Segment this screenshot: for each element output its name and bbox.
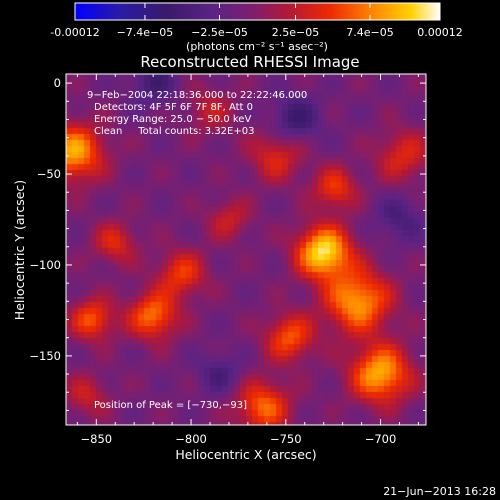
x-tick-label: −800 — [175, 432, 207, 446]
colorbar-ticks: -0.00012 −7.4e−05 −2.5e−05 2.5e−05 7.4e−05 0.… — [50, 3, 463, 39]
x-tick-label: −850 — [81, 432, 113, 446]
annotation-detectors: Detectors: 4F 5F 6F 7F 8F, Att 0 — [94, 102, 253, 113]
colorbar-tick-label: −2.5e−05 — [191, 26, 248, 39]
colorbar-tick-label: -0.00012 — [50, 26, 99, 39]
colorbar-frame — [74, 2, 441, 21]
plot-area: 9−Feb−2004 22:18:36.000 to 22:22:46.000 … — [65, 73, 427, 426]
chart-title: Reconstructed RHESSI Image — [140, 53, 359, 71]
colorbar-tick-label: −7.4e−05 — [117, 26, 174, 39]
plot-frame — [65, 73, 427, 426]
y-tick-label: −150 — [29, 349, 61, 363]
colorbar: -0.00012 −7.4e−05 −2.5e−05 2.5e−05 7.4e−05 0.… — [50, 2, 463, 53]
info-annotations: 9−Feb−2004 22:18:36.000 to 22:22:46.000 … — [87, 90, 307, 137]
x-tick-label: −750 — [270, 432, 302, 446]
colorbar-ramp — [75, 3, 440, 20]
x-tick-label: −700 — [365, 432, 397, 446]
peak-position-label: Position of Peak = [−730,−93] — [94, 400, 247, 411]
heatmap-image — [66, 74, 426, 425]
colorbar-tick-label: 7.4e−05 — [346, 26, 393, 39]
colorbar-unit-label: (photons cm⁻² s⁻¹ asec⁻²) — [186, 40, 328, 53]
annotation-energy-range: Energy Range: 25.0 − 50.0 keV — [94, 114, 251, 125]
y-axis: 0 −50 −100 −150 — [29, 76, 426, 411]
date-stamp: 21−Jun−2013 16:28 — [383, 485, 496, 498]
annotation-clean-counts: Clean Total counts: 3.32E+03 — [94, 126, 254, 137]
y-tick-label: −100 — [29, 258, 61, 272]
y-tick-label: −50 — [37, 167, 61, 181]
annotation-time-range: 9−Feb−2004 22:18:36.000 to 22:22:46.000 — [87, 90, 307, 101]
y-axis-label: Heliocentric Y (arcsec) — [12, 180, 27, 320]
colorbar-tick-label: 0.00012 — [417, 26, 463, 39]
y-tick-label: 0 — [54, 76, 61, 90]
colorbar-tick-label: 2.5e−05 — [272, 26, 319, 39]
x-axis: −850 −800 −750 −700 — [76, 74, 419, 446]
x-axis-label: Heliocentric X (arcsec) — [175, 447, 316, 462]
